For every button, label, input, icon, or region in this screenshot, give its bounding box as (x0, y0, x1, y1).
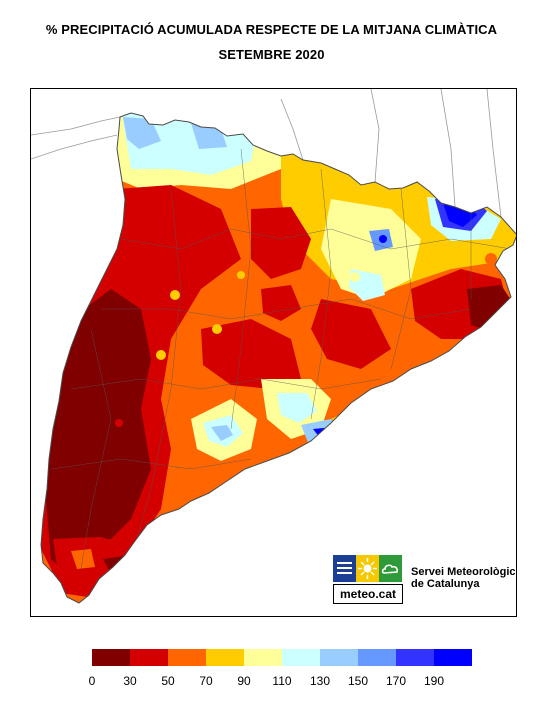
legend-swatch (320, 649, 358, 666)
legend-swatch (396, 649, 434, 666)
precipitation-zones (41, 113, 516, 603)
cloud-icon (379, 555, 402, 582)
logo-text: meteo.cat (333, 584, 403, 604)
legend-swatch (282, 649, 320, 666)
legend-swatch (130, 649, 168, 666)
comarques-lines (50, 148, 512, 570)
precipitation-map (30, 88, 517, 617)
organization-name: Servei Meteorològic de Catalunya (411, 566, 516, 590)
legend-tick-label: 30 (123, 674, 137, 688)
legend-tick-label: 90 (237, 674, 251, 688)
context-borders (31, 89, 502, 218)
catalonia-map-svg (31, 89, 516, 604)
map-title: % PRECIPITACIÓ ACUMULADA RESPECTE DE LA … (45, 22, 498, 37)
legend-swatch (206, 649, 244, 666)
legend-swatch (92, 649, 130, 666)
legend-tick-label: 190 (423, 674, 445, 688)
legend-tick-label: 0 (88, 674, 96, 688)
legend-swatch (434, 649, 472, 666)
meteocat-logo: meteo.cat (333, 555, 403, 604)
sun-icon (356, 555, 379, 582)
legend-swatch (244, 649, 282, 666)
legend-swatch (358, 649, 396, 666)
logo-blue-square (333, 555, 356, 582)
legend-tick-label: 110 (272, 674, 292, 688)
legend-swatch (168, 649, 206, 666)
catalonia-outline (40, 112, 516, 604)
map-subtitle: SETEMBRE 2020 (218, 47, 325, 62)
legend-tick-label: 130 (309, 674, 331, 688)
color-legend (92, 649, 472, 666)
legend-tick-label: 170 (385, 674, 407, 688)
legend-tick-label: 50 (161, 674, 175, 688)
legend-tick-label: 150 (347, 674, 369, 688)
org-line-1: Servei Meteorològic (411, 566, 516, 578)
legend-tick-label: 70 (199, 674, 213, 688)
org-line-2: de Catalunya (411, 578, 480, 590)
